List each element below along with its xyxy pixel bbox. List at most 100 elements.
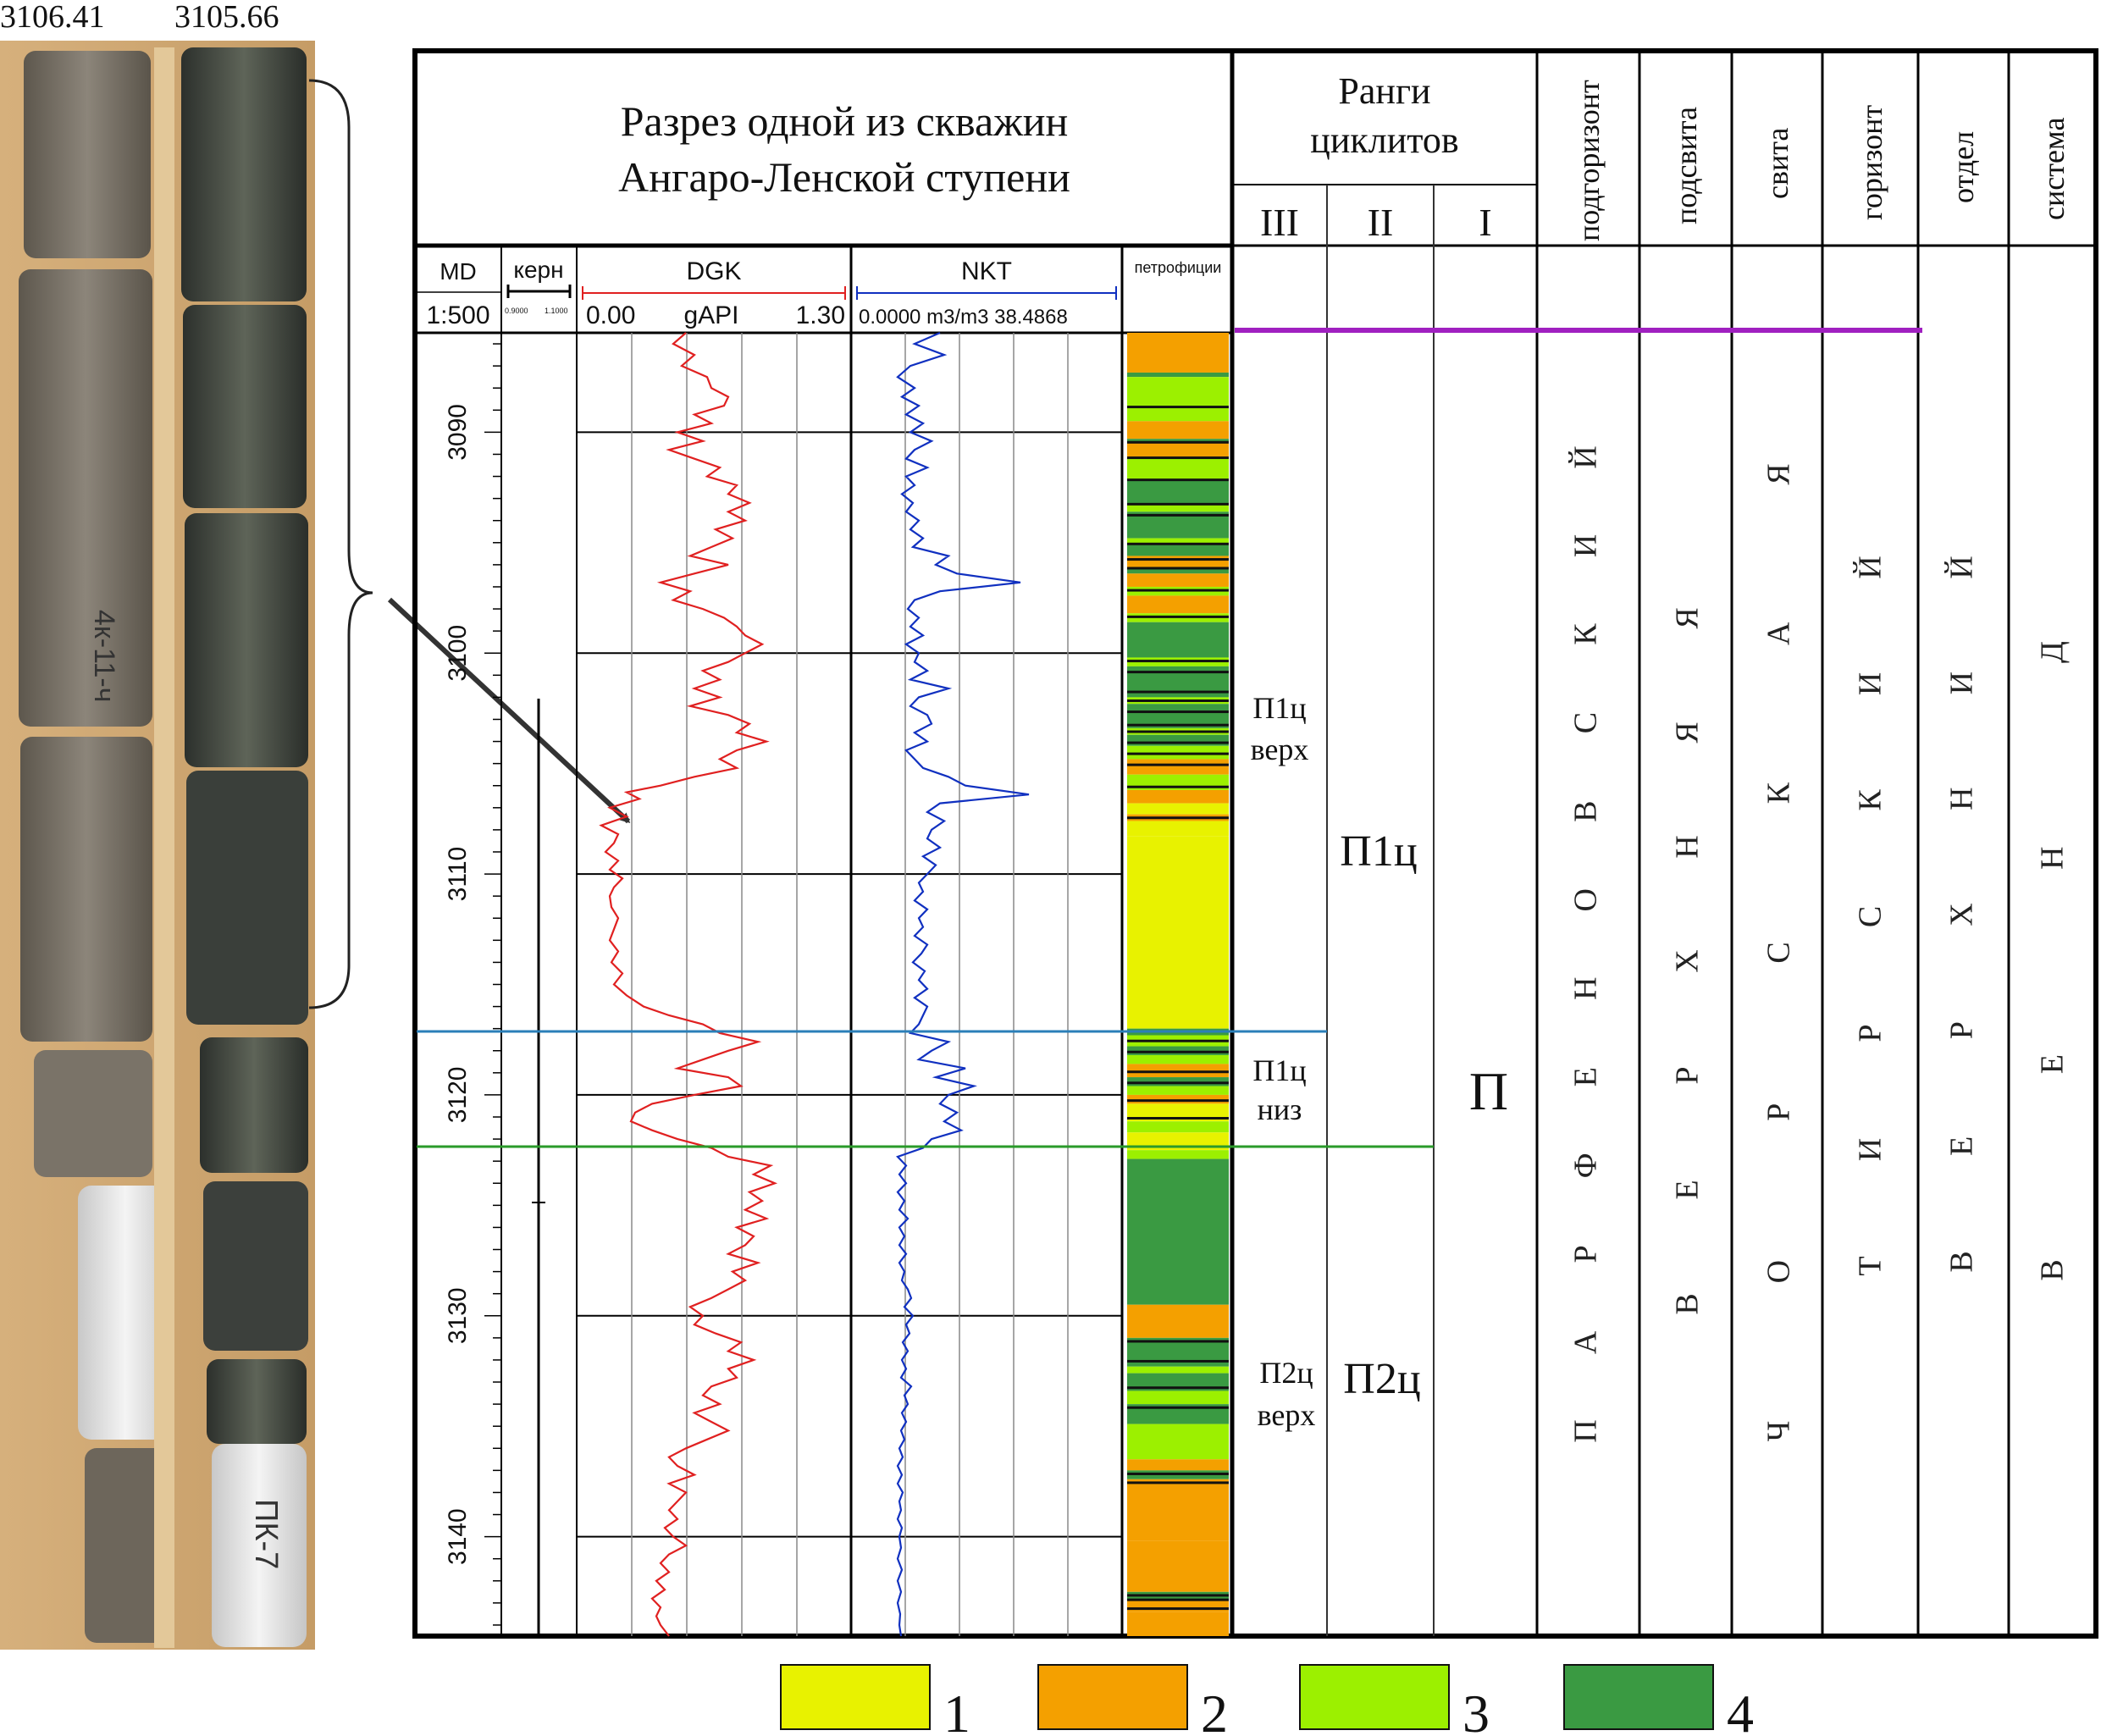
core-segment xyxy=(181,47,307,301)
petrofacies-interval xyxy=(1127,1046,1229,1055)
petrofacies-interval xyxy=(1127,789,1229,804)
petrofacies-thin-bed xyxy=(1127,785,1229,788)
petrofacies-interval xyxy=(1127,569,1229,574)
petrofacies-thin-bed xyxy=(1127,1081,1229,1085)
panel-frame xyxy=(412,48,2098,1639)
nkt-label: NKT xyxy=(961,257,1012,285)
petrofacies-interval xyxy=(1127,538,1229,545)
rank2-p2: П2ц xyxy=(1343,1355,1420,1403)
ranks-title-line2: циклитов xyxy=(1310,119,1458,161)
dgk-curve xyxy=(599,332,778,1637)
petrofacies-thin-bed xyxy=(1127,542,1229,545)
petrofacies-thin-bed xyxy=(1127,502,1229,506)
legend-swatch xyxy=(1563,1664,1714,1730)
rank3-p2-upper-b: верх xyxy=(1258,1398,1316,1432)
petrofacies-thin-bed xyxy=(1127,1070,1229,1074)
core-label: ПК-7 xyxy=(248,1499,284,1569)
petrofacies-thin-bed xyxy=(1127,567,1229,570)
rank2-p1: П1ц xyxy=(1340,827,1417,876)
petrofacies-thin-bed xyxy=(1127,816,1229,820)
strat-letter: И xyxy=(1853,1138,1888,1161)
strat-letter: Е xyxy=(1568,1067,1604,1086)
strat-letter: Р xyxy=(1761,1103,1797,1121)
md-ticks xyxy=(484,343,501,1626)
rank3-p1-upper-b: верх xyxy=(1251,733,1309,766)
strat-letter: Е xyxy=(2035,1054,2071,1074)
strat-letter: К xyxy=(1853,789,1888,811)
petrofacies-interval xyxy=(1127,421,1229,440)
core-label: 4к-11-ч xyxy=(88,610,120,702)
petrofacies-interval xyxy=(1127,1366,1229,1374)
petrofacies-interval xyxy=(1127,505,1229,512)
ranks-title-line1: Ранги xyxy=(1338,70,1430,112)
petrofacies-thin-bed xyxy=(1127,1598,1229,1601)
core-depth-right: 3105.66 xyxy=(174,0,279,35)
petrofacies-interval xyxy=(1127,759,1229,775)
core-segment xyxy=(20,737,152,1042)
core-segment xyxy=(186,771,308,1025)
depth-label: 3130 xyxy=(444,1287,472,1344)
petrofacies-thin-bed xyxy=(1127,1039,1229,1042)
section-title-line1: Разрез одной из скважин xyxy=(621,97,1069,145)
petrofacies-interval xyxy=(1127,1086,1229,1095)
strat-letter: Р xyxy=(1670,1066,1706,1084)
strat-letter: Й xyxy=(1853,556,1888,578)
petrofacies-interval xyxy=(1127,1390,1229,1405)
header-podgorizont: подгоризонт xyxy=(1572,80,1606,241)
depth-label: 3140 xyxy=(444,1508,472,1565)
header-gorizont: горизонт xyxy=(1855,105,1888,220)
strat-letter: К xyxy=(1568,623,1604,645)
nkt-curve xyxy=(896,331,1030,1637)
petrofacies-interval xyxy=(1127,1404,1229,1424)
strat-letter: Ч xyxy=(1761,1421,1797,1442)
strat-letter: Р xyxy=(1568,1245,1604,1263)
petrofacies-interval xyxy=(1127,1158,1229,1305)
core-segment xyxy=(212,1444,307,1647)
petrofacies-thin-bed xyxy=(1127,699,1229,703)
rank-level-2: II xyxy=(1368,201,1394,244)
depth-label: 3110 xyxy=(444,847,472,902)
strat-letter: Н xyxy=(1944,788,1980,810)
strat-letter: Х xyxy=(1670,949,1706,972)
legend-swatch xyxy=(1037,1664,1188,1730)
strat-letter: О xyxy=(1568,888,1604,911)
petrofacies-interval xyxy=(1127,745,1229,760)
core-segment xyxy=(24,51,151,258)
petrofacies-thin-bed xyxy=(1127,558,1229,561)
petrofacies-thin-bed xyxy=(1127,671,1229,674)
core-segment xyxy=(185,513,308,767)
petrofacies-thin-bed xyxy=(1127,1340,1229,1343)
md-label: MD xyxy=(440,258,477,285)
petrofacies-thin-bed xyxy=(1127,1607,1229,1611)
petrofacies-interval xyxy=(1127,1601,1229,1612)
rank3-p1-upper-a: П1ц xyxy=(1252,691,1306,725)
rank-level-3: III xyxy=(1260,201,1299,244)
strat-letter: В xyxy=(1670,1293,1706,1314)
petrofacies-thin-bed xyxy=(1127,1117,1229,1120)
petrofacies-interval xyxy=(1127,836,1229,1029)
petrofacies-interval xyxy=(1127,734,1229,746)
petrofacies-thin-bed xyxy=(1127,730,1229,733)
petrofacies-thin-bed xyxy=(1127,1406,1229,1409)
rank3-p2-upper-a: П2ц xyxy=(1259,1356,1313,1390)
rank-level-1: I xyxy=(1479,201,1491,244)
strat-letter: К xyxy=(1761,782,1797,804)
core-bracket xyxy=(308,79,373,1009)
strat-letter: Н xyxy=(2035,847,2071,870)
header-sistema: система xyxy=(2037,118,2071,220)
petrofacies-interval xyxy=(1127,1459,1229,1471)
strat-letter: Х xyxy=(1944,903,1980,926)
header-svita: свита xyxy=(1761,128,1794,199)
strat-letter: Е xyxy=(1944,1136,1980,1156)
petrofacies-thin-bed xyxy=(1127,1050,1229,1053)
strat-letter: Т xyxy=(1853,1256,1888,1275)
strat-letter: Р xyxy=(1944,1021,1980,1039)
strat-letter: Ф xyxy=(1568,1153,1604,1178)
core-segment xyxy=(19,269,152,727)
core-segment xyxy=(207,1359,307,1444)
rank3-p1-lower-a: П1ц xyxy=(1252,1053,1306,1087)
petrofacies-thin-bed xyxy=(1127,660,1229,663)
petrofacies-interval xyxy=(1127,1121,1229,1133)
core-depth-left: 3106.41 xyxy=(0,0,105,35)
